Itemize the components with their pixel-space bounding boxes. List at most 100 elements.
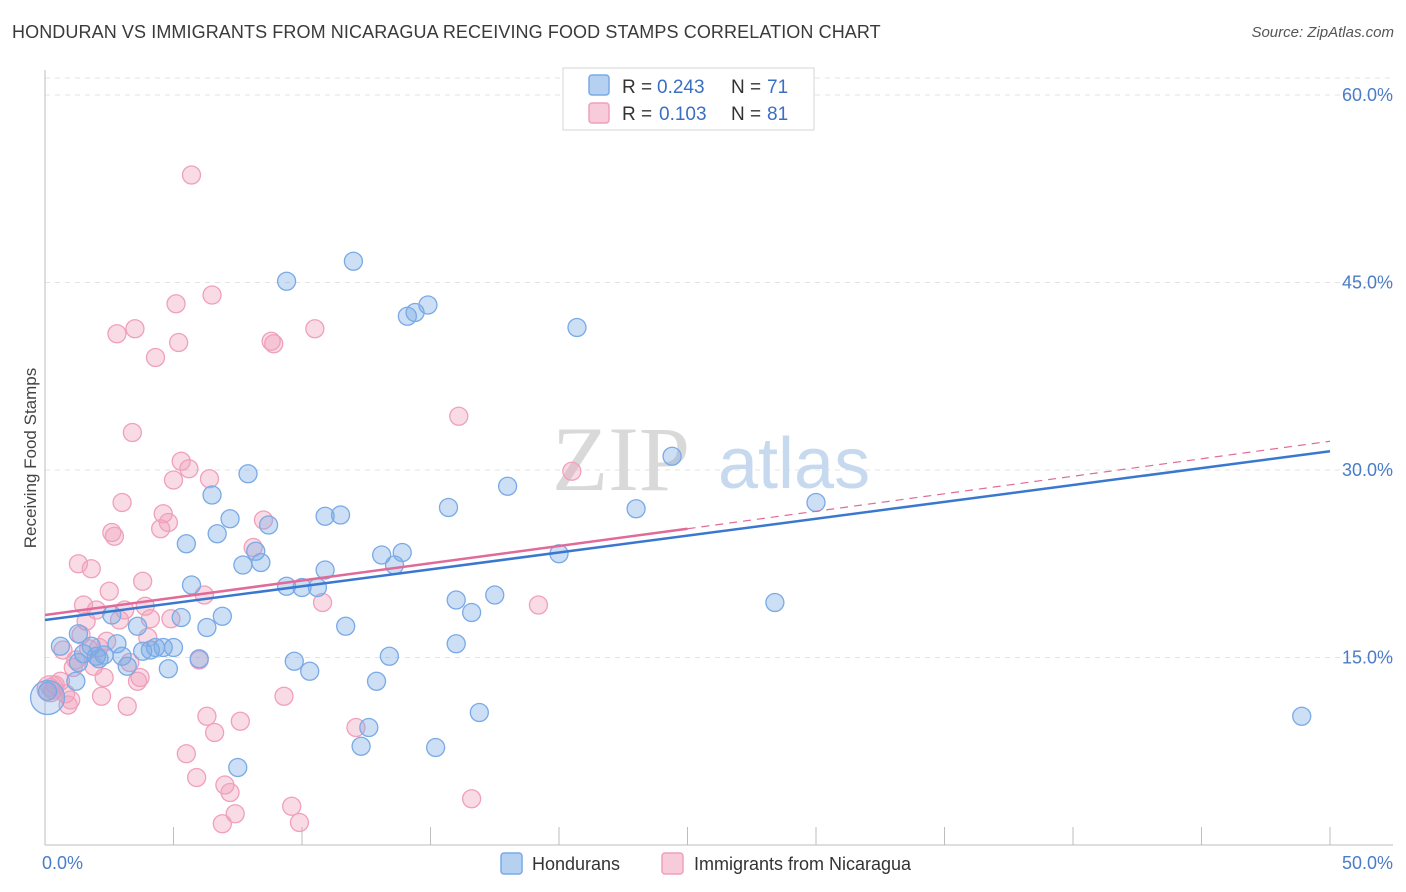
hondurans-point-44 xyxy=(330,505,351,525)
nicaragua-point-cluster xyxy=(36,675,64,703)
y-tick-labels: 15.0% 30.0% 45.0% 60.0% xyxy=(1342,85,1393,668)
nicaragua-point-34 xyxy=(130,667,150,688)
nicaragua-point-44 xyxy=(163,470,184,490)
legend-swatch-hondurans xyxy=(588,74,610,96)
hondurans-point-8 xyxy=(89,649,109,669)
nicaragua-point-60 xyxy=(220,782,240,803)
nicaragua-point-9 xyxy=(66,650,86,670)
nicaragua-point-69 xyxy=(289,812,310,833)
hondurans-point-2 xyxy=(66,671,86,691)
hondurans-point-cluster xyxy=(29,679,66,716)
nicaragua-point-62 xyxy=(230,711,250,731)
nicaragua-point-19 xyxy=(91,686,112,706)
hondurans-point-58 xyxy=(438,497,459,518)
hondurans-point-41 xyxy=(307,577,328,598)
hondurans-point-33 xyxy=(246,541,266,561)
legend-swatch-nicaragua xyxy=(588,102,610,124)
nicaragua-point-24 xyxy=(104,526,125,546)
hondurans-point-39 xyxy=(300,661,320,681)
hondurans-point-24 xyxy=(189,649,209,669)
source-label: Source: ZipAtlas.com xyxy=(1251,24,1394,41)
hondurans-point-50 xyxy=(372,545,392,565)
nicaragua-point-22 xyxy=(99,581,119,601)
trend-line-hondurans xyxy=(44,450,1331,622)
hondurans-point-29 xyxy=(220,509,240,529)
legend-label-nicaragua: Immigrants from Nicaragua xyxy=(694,854,912,874)
hondurans-point-25 xyxy=(197,617,217,638)
nicaragua-point-71 xyxy=(312,592,333,613)
hondurans-point-19 xyxy=(158,659,179,679)
trend-line-nicaragua xyxy=(44,527,688,617)
chart-title: HONDURAN VS IMMIGRANTS FROM NICARAGUA RE… xyxy=(12,22,881,42)
hondurans-point-70 xyxy=(806,492,826,513)
legend-n-value-2: 81 xyxy=(767,104,788,125)
series-nicaragua-points xyxy=(36,165,582,834)
legend-n-label-2: N = xyxy=(731,104,761,125)
hondurans-point-64 xyxy=(497,476,518,496)
x-tick-label-max: 50.0% xyxy=(1342,853,1393,873)
watermark-atlas: atlas xyxy=(718,424,870,504)
nicaragua-point-35 xyxy=(133,571,153,591)
legend-r-label-1: R = xyxy=(622,77,652,98)
legend-r-value-1: 0.243 xyxy=(657,77,705,98)
hondurans-point-12 xyxy=(112,646,132,666)
hondurans-point-67 xyxy=(626,499,646,519)
nicaragua-point-15 xyxy=(81,559,101,579)
nicaragua-point-45 xyxy=(166,294,186,314)
nicaragua-point-42 xyxy=(158,512,179,533)
nicaragua-point-6 xyxy=(58,695,78,715)
nicaragua-point-66 xyxy=(264,334,284,354)
legend-label-hondurans: Hondurans xyxy=(532,854,620,874)
hondurans-point-0 xyxy=(37,681,58,701)
hondurans-point-7 xyxy=(86,646,107,666)
y-tick-label-15: 15.0% xyxy=(1342,648,1393,668)
hondurans-point-56 xyxy=(418,295,438,315)
hondurans-point-62 xyxy=(469,702,489,723)
series-hondurans-points xyxy=(29,251,1312,778)
legend-n-label-1: N = xyxy=(731,77,761,98)
axes xyxy=(44,70,1393,846)
hondurans-point-61 xyxy=(461,602,482,623)
y-axis-label: Receiving Food Stamps xyxy=(21,368,40,548)
hondurans-point-71 xyxy=(1292,706,1312,726)
hondurans-point-21 xyxy=(171,607,191,628)
watermark: ZIP atlas xyxy=(552,408,870,510)
nicaragua-point-20 xyxy=(94,667,114,688)
hondurans-point-59 xyxy=(446,590,466,610)
hondurans-point-43 xyxy=(315,506,335,526)
hondurans-point-49 xyxy=(366,671,387,691)
hondurans-point-53 xyxy=(392,542,412,563)
nicaragua-point-74 xyxy=(461,789,482,809)
hondurans-point-47 xyxy=(351,736,371,756)
hondurans-point-14 xyxy=(127,616,148,636)
nicaragua-point-67 xyxy=(274,686,294,706)
trend-line-nicaragua-extension xyxy=(687,440,1331,530)
nicaragua-point-68 xyxy=(282,796,302,816)
nicaragua-point-25 xyxy=(107,324,127,344)
nicaragua-point-75 xyxy=(528,595,549,615)
hondurans-point-57 xyxy=(425,737,446,758)
hondurans-point-22 xyxy=(176,534,197,554)
nicaragua-point-56 xyxy=(202,285,222,305)
y-tick-label-30: 30.0% xyxy=(1342,460,1393,480)
y-tick-label-45: 45.0% xyxy=(1342,273,1393,293)
x-tick-labels: 0.0% 50.0% xyxy=(42,853,1393,873)
nicaragua-point-57 xyxy=(204,722,225,743)
nicaragua-point-51 xyxy=(186,767,207,788)
nicaragua-point-46 xyxy=(168,332,189,353)
nicaragua-point-49 xyxy=(179,459,199,479)
hondurans-point-28 xyxy=(212,606,232,626)
hondurans-point-42 xyxy=(315,560,335,580)
hondurans-point-4 xyxy=(68,624,89,644)
hondurans-point-27 xyxy=(207,524,227,544)
hondurans-point-60 xyxy=(446,634,466,654)
nicaragua-point-61 xyxy=(225,804,245,824)
hondurans-point-30 xyxy=(228,757,248,778)
hondurans-point-26 xyxy=(202,485,222,505)
hondurans-point-68 xyxy=(662,446,682,466)
nicaragua-point-40 xyxy=(150,519,171,539)
hondurans-point-10 xyxy=(102,605,122,625)
nicaragua-point-39 xyxy=(145,347,166,368)
trend-lines xyxy=(44,440,1331,622)
